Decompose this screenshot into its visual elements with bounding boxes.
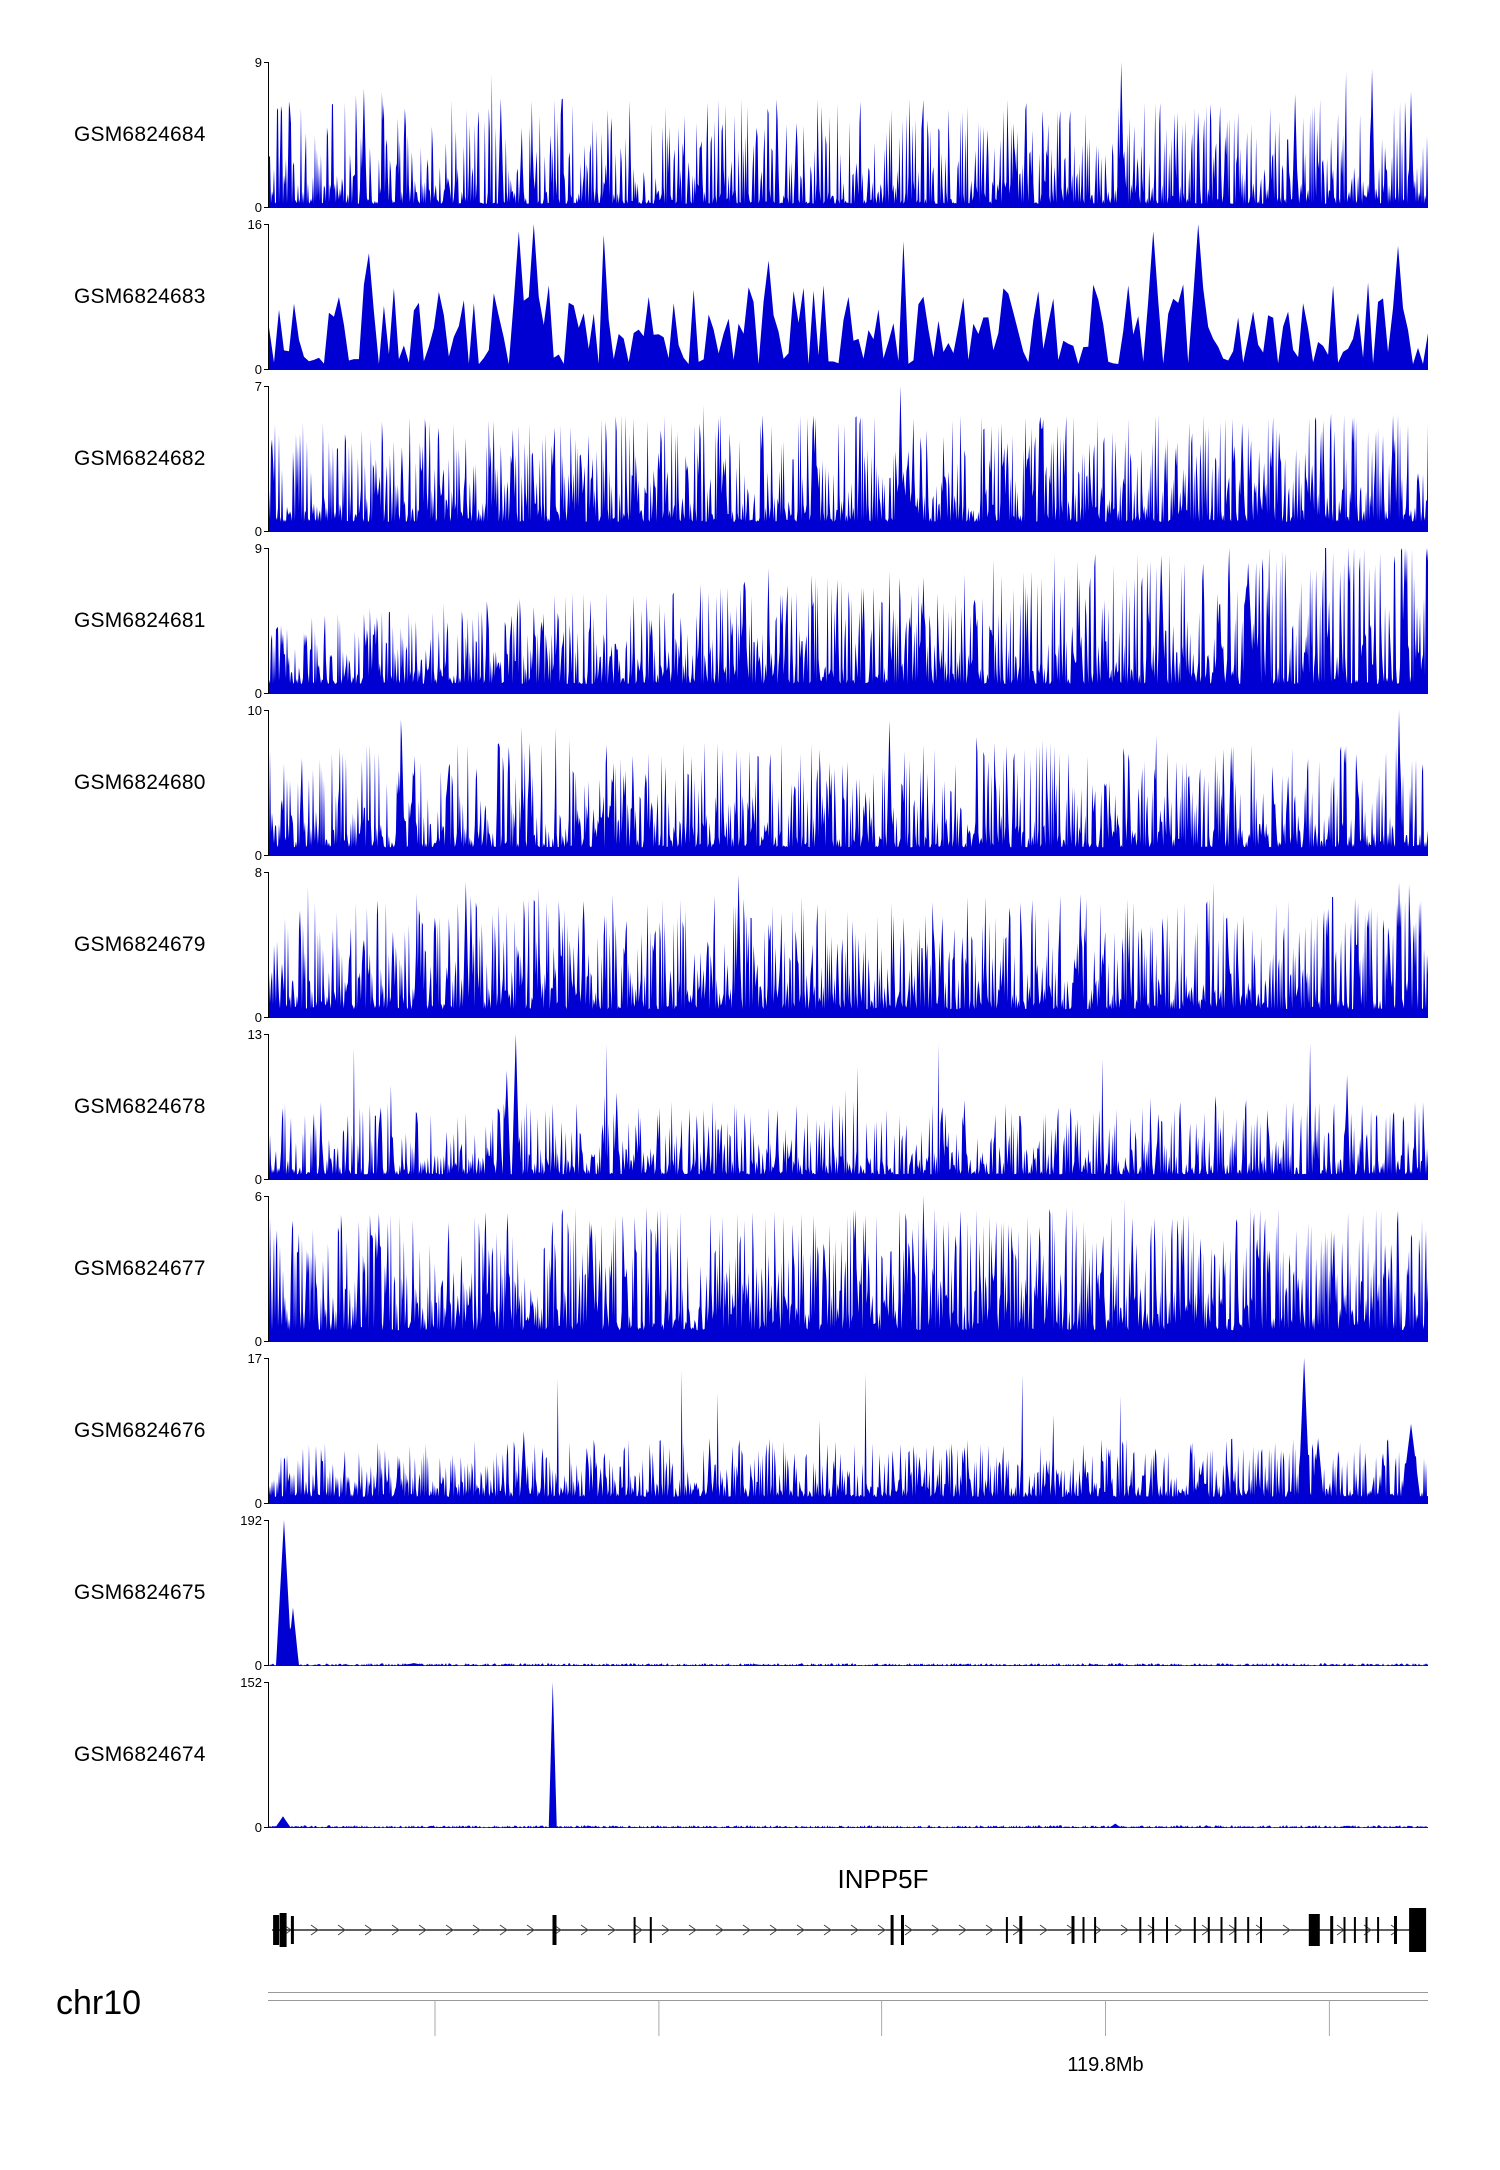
track-row: GSM6824683 16 0 bbox=[0, 218, 1500, 376]
track-plot: 16 0 bbox=[248, 218, 1428, 376]
track-row: GSM6824681 9 0 bbox=[0, 542, 1500, 700]
y-axis-tick bbox=[264, 207, 269, 208]
track-label: GSM6824680 bbox=[74, 771, 206, 794]
y-axis-tick bbox=[264, 1017, 269, 1018]
gene-model-section: INPP5F 119.8Mb bbox=[268, 1864, 1428, 2078]
genomic-ruler: 119.8Mb bbox=[268, 1992, 1428, 2078]
track-plot: 17 0 bbox=[248, 1352, 1428, 1510]
y-axis-tick bbox=[264, 1341, 269, 1342]
y-axis-tick bbox=[264, 855, 269, 856]
y-axis-zero-label: 0 bbox=[254, 1172, 262, 1187]
coverage-signal-area bbox=[269, 1520, 1428, 1666]
y-axis-tick bbox=[264, 693, 269, 694]
y-axis-max-label: 13 bbox=[247, 1027, 262, 1042]
y-axis-tick bbox=[264, 1665, 269, 1666]
track-row: GSM6824678 13 0 bbox=[0, 1028, 1500, 1186]
coverage-signal-area bbox=[269, 548, 1428, 694]
y-axis-zero-label: 0 bbox=[254, 686, 262, 701]
coverage-signal-area bbox=[269, 874, 1428, 1018]
track-row: GSM6824676 17 0 bbox=[0, 1352, 1500, 1510]
coverage-signal-area bbox=[269, 62, 1428, 208]
track-label: GSM6824684 bbox=[74, 123, 206, 146]
coverage-tracks: GSM6824684 9 0 GSM6824683 16 0 GSM682468… bbox=[0, 56, 1500, 1834]
coverage-signal-area bbox=[269, 386, 1428, 532]
y-axis-max-label: 16 bbox=[247, 217, 262, 232]
track-label: GSM6824681 bbox=[74, 609, 206, 632]
y-axis-tick bbox=[264, 1179, 269, 1180]
y-axis-tick bbox=[264, 531, 269, 532]
y-axis-max-label: 8 bbox=[254, 865, 262, 880]
y-axis-tick bbox=[264, 1827, 269, 1828]
y-axis-zero-label: 0 bbox=[254, 1496, 262, 1511]
track-row: GSM6824680 10 0 bbox=[0, 704, 1500, 862]
y-axis-tick bbox=[264, 1358, 269, 1359]
track-label: GSM6824676 bbox=[74, 1419, 206, 1442]
track-label: GSM6824683 bbox=[74, 285, 206, 308]
y-axis-max-label: 9 bbox=[254, 55, 262, 70]
track-plot: 7 0 bbox=[255, 380, 1428, 538]
track-label: GSM6824677 bbox=[74, 1257, 206, 1280]
genomic-position-label: 119.8Mb bbox=[1067, 2054, 1144, 2076]
track-row: GSM6824677 6 0 bbox=[0, 1190, 1500, 1348]
track-label: GSM6824682 bbox=[74, 447, 206, 470]
track-row: GSM6824684 9 0 bbox=[0, 56, 1500, 214]
y-axis-tick bbox=[264, 872, 269, 873]
y-axis-tick bbox=[264, 369, 269, 370]
y-axis-max-label: 7 bbox=[254, 379, 262, 394]
y-axis-zero-label: 0 bbox=[254, 1010, 262, 1025]
coverage-signal-area bbox=[269, 224, 1428, 370]
track-plot: 6 0 bbox=[255, 1190, 1428, 1348]
y-axis-max-label: 9 bbox=[254, 541, 262, 556]
y-axis-tick bbox=[264, 1034, 269, 1035]
y-axis-zero-label: 0 bbox=[254, 524, 262, 539]
coverage-signal-area bbox=[269, 1358, 1428, 1504]
y-axis-zero-label: 0 bbox=[254, 362, 262, 377]
track-row: GSM6824679 8 0 bbox=[0, 866, 1500, 1024]
track-plot: 152 0 bbox=[240, 1676, 1428, 1834]
track-plot: 13 0 bbox=[248, 1028, 1428, 1186]
coverage-signal-area bbox=[269, 1196, 1428, 1342]
track-plot: 9 0 bbox=[255, 542, 1428, 700]
y-axis-tick bbox=[264, 1196, 269, 1197]
y-axis-tick bbox=[264, 1520, 269, 1521]
y-axis-zero-label: 0 bbox=[254, 1334, 262, 1349]
track-row: GSM6824674 152 0 bbox=[0, 1676, 1500, 1834]
track-label: GSM6824675 bbox=[74, 1581, 206, 1604]
track-label: GSM6824679 bbox=[74, 933, 206, 956]
y-axis-tick bbox=[264, 548, 269, 549]
y-axis-tick bbox=[264, 224, 269, 225]
y-axis-zero-label: 0 bbox=[254, 1658, 262, 1673]
track-row: GSM6824682 7 0 bbox=[0, 380, 1500, 538]
gene-model-track bbox=[272, 1908, 1427, 1952]
coverage-signal-area bbox=[269, 1682, 1428, 1828]
y-axis-tick bbox=[264, 62, 269, 63]
y-axis-max-label: 17 bbox=[247, 1351, 262, 1366]
y-axis-max-label: 10 bbox=[247, 703, 262, 718]
y-axis-max-label: 152 bbox=[240, 1675, 262, 1690]
y-axis-zero-label: 0 bbox=[254, 848, 262, 863]
y-axis-zero-label: 0 bbox=[254, 200, 262, 215]
track-label: GSM6824674 bbox=[74, 1743, 206, 1766]
coverage-signal-area bbox=[269, 710, 1428, 856]
y-axis-tick bbox=[264, 710, 269, 711]
track-row: GSM6824675 192 0 bbox=[0, 1514, 1500, 1672]
y-axis-tick bbox=[264, 1503, 269, 1504]
y-axis-max-label: 192 bbox=[240, 1513, 262, 1528]
coverage-signal-area bbox=[269, 1034, 1428, 1180]
track-plot: 10 0 bbox=[248, 704, 1428, 862]
y-axis-tick bbox=[264, 1682, 269, 1683]
y-axis-tick bbox=[264, 386, 269, 387]
gene-name-label: INPP5F bbox=[837, 1864, 929, 1894]
y-axis-zero-label: 0 bbox=[254, 1820, 262, 1835]
chromosome-label: chr10 bbox=[56, 1984, 142, 2022]
ruler-ticks bbox=[268, 1992, 1428, 2036]
track-plot: 8 0 bbox=[255, 866, 1428, 1024]
track-plot: 192 0 bbox=[240, 1514, 1428, 1672]
y-axis-max-label: 6 bbox=[254, 1189, 262, 1204]
track-plot: 9 0 bbox=[255, 56, 1428, 214]
track-label: GSM6824678 bbox=[74, 1095, 206, 1118]
